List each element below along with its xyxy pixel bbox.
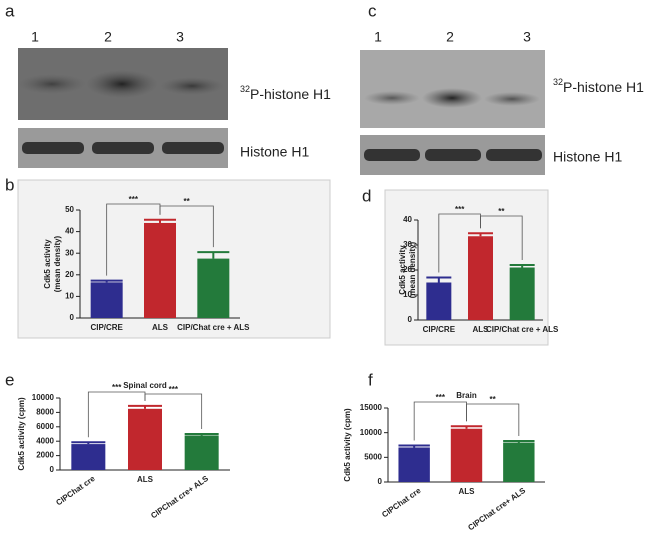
y-tick-label: 0: [70, 313, 75, 322]
y-axis-label: (mean density): [53, 235, 62, 292]
loading-label: Histone H1: [553, 149, 622, 165]
bar: [509, 267, 535, 320]
significance-bracket: [466, 403, 520, 437]
y-tick-label: 0: [378, 477, 383, 486]
x-tick-label: ALS: [137, 475, 154, 484]
band: [22, 142, 84, 154]
lane-label: 1: [31, 29, 39, 45]
lane-label: 2: [104, 29, 112, 45]
bar: [503, 442, 535, 482]
bar: [398, 447, 430, 482]
band: [422, 88, 482, 108]
significance-label: **: [498, 207, 505, 216]
y-tick-label: 10000: [360, 428, 383, 437]
y-tick-label: 15000: [360, 403, 383, 412]
bar: [197, 258, 230, 318]
panel-letter: d: [362, 186, 371, 205]
band: [162, 142, 224, 154]
panel-letter: b: [5, 175, 14, 194]
significance-label: ***: [455, 205, 465, 214]
significance-bracket: [480, 215, 523, 260]
panel-letter: c: [368, 1, 377, 20]
y-tick-label: 20: [65, 270, 74, 279]
x-tick-label: ALS: [152, 323, 169, 332]
lane-label: 2: [446, 29, 454, 45]
y-tick-label: 8000: [36, 408, 54, 417]
label-text: P-histone H1: [250, 86, 331, 102]
x-tick-label: CIPChat cre: [54, 474, 97, 508]
significance-label: ***: [436, 393, 446, 402]
x-tick-label: CIP/CRE: [423, 325, 456, 334]
y-axis-label: Cdk5 activity (cpm): [17, 397, 26, 471]
bar: [71, 444, 106, 470]
bar: [450, 428, 483, 482]
label-superscript: 32: [240, 84, 250, 94]
chart-title: Spinal cord: [123, 381, 167, 390]
y-tick-label: 30: [403, 240, 412, 249]
y-tick-label: 10000: [32, 393, 55, 402]
x-tick-label: CIPChat cre+ ALS: [149, 474, 210, 521]
panel-letter: a: [5, 1, 15, 20]
y-tick-label: 10: [403, 290, 412, 299]
y-tick-label: 4000: [36, 436, 54, 445]
significance-bracket: [144, 393, 203, 429]
significance-label: ***: [169, 385, 179, 394]
y-tick-label: 2000: [36, 451, 54, 460]
y-tick-label: 40: [403, 215, 412, 224]
y-tick-label: 6000: [36, 422, 54, 431]
band: [92, 142, 154, 154]
chart-title: Brain: [456, 391, 477, 400]
band: [486, 149, 542, 161]
y-axis-label: Cdk5 activity: [43, 239, 52, 289]
y-tick-label: 50: [65, 205, 74, 214]
x-tick-label: CIPChat cre+ ALS: [466, 486, 527, 533]
x-tick-label: ALS: [473, 325, 490, 334]
x-tick-label: CIPChat cre: [380, 486, 423, 520]
y-tick-label: 0: [50, 465, 55, 474]
bar: [144, 222, 176, 318]
y-tick-label: 0: [408, 315, 413, 324]
bar: [426, 282, 452, 320]
x-tick-label: CIP/CRE: [90, 323, 123, 332]
y-tick-label: 5000: [364, 452, 382, 461]
band: [18, 74, 86, 94]
panel-letter: e: [5, 370, 14, 389]
y-axis-label: Cdk5 activity (cpm): [343, 408, 352, 482]
bar: [128, 408, 162, 470]
bar: [184, 435, 219, 470]
y-axis-label: Cdk5 activity: [398, 245, 407, 295]
y-axis-label: (mean density): [408, 241, 417, 298]
blot-label: 32P-histone H1: [240, 84, 331, 101]
loading-label: Histone H1: [240, 144, 309, 160]
significance-label: ***: [129, 195, 139, 204]
band: [86, 70, 158, 98]
y-tick-label: 20: [403, 265, 412, 274]
bar: [468, 236, 493, 320]
bar: [90, 282, 123, 318]
x-tick-label: CIP/Chat cre + ALS: [486, 325, 559, 334]
significance-label: **: [490, 395, 497, 404]
lane-label: 3: [176, 29, 184, 45]
band: [160, 77, 224, 95]
panel-letter: f: [368, 370, 373, 389]
significance-bracket: [159, 205, 214, 248]
band: [425, 149, 481, 161]
significance-label: **: [184, 197, 191, 206]
x-tick-label: ALS: [459, 487, 476, 496]
y-tick-label: 30: [65, 248, 74, 257]
label-superscript: 32: [553, 77, 563, 87]
y-tick-label: 40: [65, 227, 74, 236]
lane-label: 1: [374, 29, 382, 45]
band: [484, 92, 540, 106]
band: [364, 91, 420, 105]
band: [364, 149, 420, 161]
significance-label: ***: [112, 383, 122, 392]
x-tick-label: CIP/Chat cre + ALS: [177, 323, 250, 332]
blot-label: 32P-histone H1: [553, 77, 644, 94]
lane-label: 3: [523, 29, 531, 45]
label-text: P-histone H1: [563, 79, 644, 95]
y-tick-label: 10: [65, 292, 74, 301]
